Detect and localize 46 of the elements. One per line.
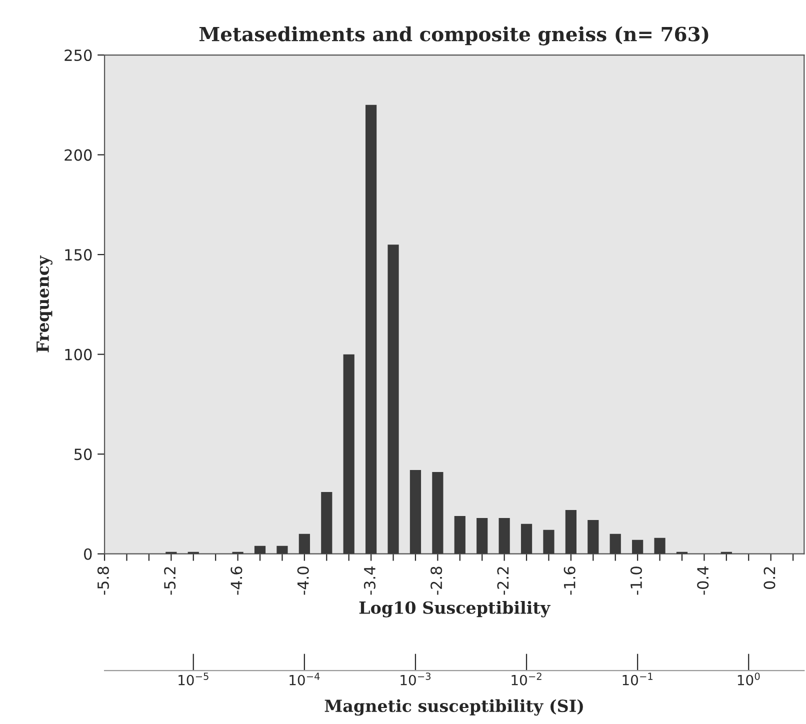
y-tick-label: 50 — [74, 448, 92, 460]
x-tick-label: -3.4 — [364, 566, 376, 595]
bar — [321, 492, 332, 554]
x2-axis-title: Magnetic susceptibility (SI) — [324, 699, 583, 716]
x-tick-label: -2.2 — [497, 567, 509, 595]
bar — [366, 104, 377, 554]
bar — [498, 518, 510, 554]
bar — [543, 530, 554, 554]
x2-tick-label: 10$^{−2}$ — [512, 672, 542, 686]
bar — [432, 472, 444, 554]
x2-tick-label: 10$^{−1}$ — [622, 672, 652, 686]
bar — [654, 538, 666, 554]
x-tick-label: -4.6 — [230, 566, 242, 595]
y-axis-title: Frequency — [36, 255, 52, 352]
x-tick-label: -1.6 — [564, 566, 576, 595]
x-axis-title: Log10 Susceptibility — [359, 601, 550, 618]
y-tick-label: 100 — [65, 348, 92, 360]
bar — [254, 546, 266, 554]
bar — [388, 244, 399, 554]
chart-title: Metasediments and composite gneiss (n= 763) — [199, 26, 708, 46]
bar — [632, 540, 644, 554]
bar — [476, 518, 488, 554]
bar — [410, 470, 422, 554]
bar — [454, 516, 466, 554]
bar — [276, 546, 288, 554]
x-tick-label: -4.0 — [297, 566, 309, 595]
bar — [565, 510, 576, 554]
x-tick-label: -5.8 — [97, 566, 109, 595]
x-tick-label: -2.8 — [430, 566, 442, 595]
y-tick-label: 150 — [65, 249, 92, 261]
y-tick-label: 250 — [64, 49, 92, 62]
x-tick-label: -0.4 — [697, 566, 709, 595]
y-tick-label: 0 — [84, 548, 92, 560]
y-tick-label: 200 — [64, 149, 92, 161]
x-tick-label: -1.0 — [630, 566, 642, 595]
x-tick-label: 0.2 — [764, 567, 776, 589]
x2-tick-label: 10$^{−4}$ — [290, 672, 320, 686]
bar — [610, 534, 621, 554]
bar — [588, 520, 599, 554]
x2-tick-label: 10$^{−3}$ — [400, 672, 431, 686]
x-tick-label: -5.2 — [164, 567, 176, 595]
x2-tick-label: 10$^{0}$ — [738, 672, 760, 686]
x2-tick-label: 10$^{−5}$ — [178, 672, 208, 686]
bar — [298, 534, 310, 554]
bar — [520, 524, 532, 554]
bar — [343, 354, 354, 554]
